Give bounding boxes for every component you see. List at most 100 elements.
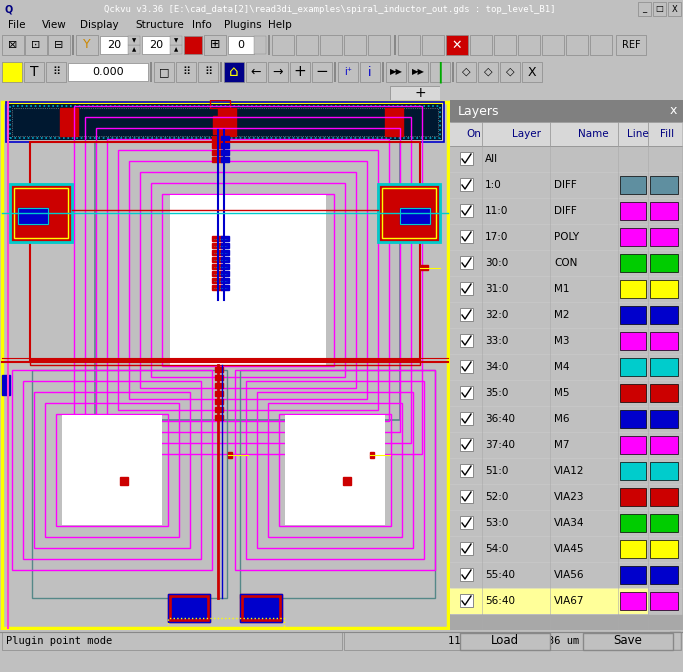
Text: M4: M4 — [554, 362, 570, 372]
Text: Q: Q — [5, 4, 13, 14]
Bar — [240, 370, 435, 598]
Text: M6: M6 — [554, 414, 570, 424]
Bar — [2, 632, 342, 650]
Bar — [168, 618, 284, 628]
Bar — [430, 62, 450, 82]
Text: POLY: POLY — [554, 232, 579, 242]
Bar — [650, 462, 678, 480]
Bar — [168, 594, 210, 622]
Text: 53:0: 53:0 — [485, 518, 508, 528]
Bar — [320, 35, 342, 55]
Bar — [240, 594, 282, 622]
Bar — [323, 458, 347, 482]
Bar — [176, 62, 196, 82]
Bar — [296, 35, 318, 55]
Bar — [170, 45, 182, 54]
Bar — [360, 62, 380, 82]
Bar — [620, 592, 646, 610]
Bar — [212, 257, 222, 262]
Bar — [228, 36, 254, 54]
Bar — [408, 62, 428, 82]
Bar — [460, 308, 473, 321]
Text: 36:40: 36:40 — [485, 414, 515, 424]
Bar — [120, 477, 128, 485]
Bar — [279, 414, 391, 526]
Bar — [221, 257, 229, 262]
Bar — [620, 280, 646, 298]
Bar — [460, 386, 473, 399]
Text: X: X — [671, 5, 678, 13]
Text: ←: ← — [251, 65, 262, 79]
Text: ⊞: ⊞ — [210, 38, 220, 52]
Bar — [154, 62, 174, 82]
Bar — [25, 35, 47, 55]
Bar — [344, 35, 366, 55]
Text: ⌂: ⌂ — [229, 65, 239, 79]
Bar — [290, 62, 310, 82]
Bar — [334, 62, 336, 82]
Bar — [162, 194, 334, 366]
Bar — [344, 632, 681, 650]
Bar — [370, 452, 374, 458]
Bar — [60, 108, 78, 136]
Bar — [198, 62, 218, 82]
Bar — [452, 62, 454, 82]
Bar — [653, 2, 666, 16]
Text: i⁺: i⁺ — [344, 67, 352, 77]
Text: Save: Save — [613, 634, 643, 648]
Bar — [72, 35, 74, 55]
Text: DIFF: DIFF — [554, 206, 576, 216]
Bar — [450, 614, 683, 630]
Bar — [172, 598, 206, 618]
Bar — [168, 594, 210, 622]
Bar — [312, 62, 332, 82]
Bar — [215, 375, 223, 380]
Bar — [107, 139, 389, 421]
Bar — [8, 104, 442, 140]
Bar — [142, 36, 170, 54]
Bar — [220, 62, 222, 82]
Bar — [285, 415, 385, 525]
Bar — [378, 184, 440, 242]
Bar — [312, 447, 358, 493]
Bar — [221, 157, 229, 162]
Bar — [235, 370, 435, 570]
Bar — [460, 633, 550, 650]
Bar — [470, 35, 492, 55]
Text: 51:0: 51:0 — [485, 466, 508, 476]
Bar — [460, 282, 473, 295]
Text: VIA56: VIA56 — [554, 570, 585, 580]
Bar — [212, 136, 222, 141]
Bar — [2, 375, 10, 395]
Bar — [221, 250, 229, 255]
Text: 11:0: 11:0 — [485, 206, 508, 216]
Text: ▲: ▲ — [174, 48, 178, 52]
Text: ⠿: ⠿ — [204, 67, 212, 77]
Bar — [650, 384, 678, 402]
Bar — [56, 414, 168, 526]
Bar — [590, 35, 612, 55]
Bar — [400, 208, 430, 224]
Bar — [460, 152, 473, 165]
Text: _: _ — [643, 5, 647, 13]
Text: ⊡: ⊡ — [31, 40, 41, 50]
Bar — [45, 403, 179, 537]
Bar — [34, 392, 190, 548]
Text: Load: Load — [491, 634, 519, 648]
Text: 0.000: 0.000 — [92, 67, 124, 77]
Bar — [620, 332, 646, 350]
Text: 55:40: 55:40 — [485, 570, 515, 580]
Text: M1: M1 — [554, 284, 570, 294]
Bar — [450, 588, 648, 614]
Text: M5: M5 — [554, 388, 570, 398]
Text: 52:0: 52:0 — [485, 492, 508, 502]
Bar — [221, 236, 229, 241]
Bar — [460, 542, 473, 555]
Bar — [24, 62, 44, 82]
Bar — [650, 488, 678, 506]
Bar — [450, 122, 683, 146]
Text: Layer: Layer — [512, 129, 541, 139]
Text: VIA34: VIA34 — [554, 518, 585, 528]
Bar — [456, 62, 476, 82]
Bar — [140, 172, 356, 388]
